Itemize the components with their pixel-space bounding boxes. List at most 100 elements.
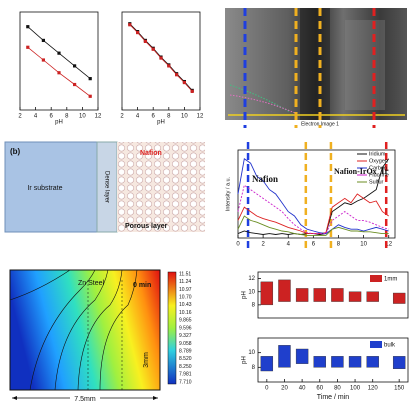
x-tick-label: 40 bbox=[299, 386, 306, 392]
sem-image: Electron Image 1 bbox=[225, 8, 407, 128]
data-point bbox=[57, 51, 61, 55]
y-tick-label: 8 bbox=[252, 365, 256, 371]
legend-swatch bbox=[370, 275, 382, 282]
range-bar bbox=[313, 356, 326, 368]
data-point bbox=[143, 39, 147, 43]
width-label: 7.5mm bbox=[74, 396, 96, 403]
y-axis-label: pH bbox=[242, 291, 248, 299]
colorbar-label: 10.70 bbox=[179, 294, 192, 300]
x-tick-label: 8 bbox=[337, 242, 341, 248]
colorbar-label: 11.51 bbox=[179, 271, 191, 277]
data-point bbox=[151, 47, 155, 51]
data-point bbox=[88, 77, 92, 81]
data-point bbox=[167, 64, 171, 68]
x-tick-label: 10 bbox=[79, 114, 86, 120]
range-bar bbox=[366, 356, 379, 368]
porous-label: Porous layer bbox=[125, 223, 168, 230]
data-point bbox=[182, 80, 186, 85]
annotation: Nafion-IrOx bbox=[334, 167, 377, 176]
x-tick-label: 150 bbox=[394, 386, 405, 392]
range-bar bbox=[278, 279, 291, 302]
range-bar bbox=[348, 356, 362, 368]
series-line bbox=[237, 193, 389, 235]
range-bar bbox=[331, 356, 344, 368]
x-tick-label: 12 bbox=[197, 114, 204, 120]
data-point bbox=[175, 73, 179, 77]
x-tick-label: 6 bbox=[312, 242, 316, 248]
x-tick-label: 10 bbox=[360, 242, 367, 248]
range-bar bbox=[366, 291, 379, 302]
colorbar-label: 8.250 bbox=[179, 364, 192, 370]
data-point bbox=[136, 30, 140, 35]
x-tick-label: 10 bbox=[181, 114, 188, 120]
series-line bbox=[237, 184, 389, 235]
substrate-label: Ir substrate bbox=[27, 185, 62, 192]
contour-map: Zn Steel 0 min 3mm 7.5mm bbox=[9, 269, 177, 403]
x-tick-label: 12 bbox=[95, 114, 102, 120]
y-tick-label: 10 bbox=[248, 289, 255, 295]
x-tick-label: 4 bbox=[34, 114, 38, 120]
series-line bbox=[237, 158, 389, 235]
range-bar bbox=[295, 288, 309, 302]
range-bar bbox=[260, 281, 274, 306]
colorbar-label: 7.710 bbox=[179, 379, 192, 385]
y-axis-label: Intensity / a.u. bbox=[225, 176, 231, 211]
layer-diagram: (b) Ir substrate Dense layer Nafion Poro… bbox=[4, 141, 205, 233]
data-point bbox=[128, 23, 132, 27]
x-tick-label: 8 bbox=[167, 114, 171, 120]
legend-label: Fluorine bbox=[369, 172, 389, 178]
plot-frame bbox=[257, 271, 409, 319]
plot-frame bbox=[19, 11, 99, 111]
colorbar-label: 11.24 bbox=[179, 279, 191, 285]
legend-label: Carbon bbox=[369, 165, 387, 171]
range-bar bbox=[392, 356, 406, 370]
x-tick-label: 2 bbox=[261, 242, 265, 248]
range-bar bbox=[392, 292, 406, 304]
legend-label: Iridium bbox=[369, 151, 386, 157]
x-tick-label: 80 bbox=[334, 386, 341, 392]
range-bar bbox=[260, 356, 274, 372]
range-bar bbox=[295, 348, 309, 364]
x-tick-label: 60 bbox=[316, 386, 323, 392]
y-tick-label: 12 bbox=[248, 276, 255, 282]
panel-label: (b) bbox=[10, 147, 21, 156]
legend-label: Oxygen bbox=[369, 158, 388, 164]
colorbar-label: 10.43 bbox=[179, 302, 192, 308]
data-point bbox=[73, 64, 77, 68]
nafion-label: Nafion bbox=[140, 150, 162, 157]
material-label: Zn Steel bbox=[78, 280, 105, 287]
range-bar bbox=[331, 288, 344, 302]
x-tick-label: 6 bbox=[50, 114, 54, 120]
x-axis-label: pH bbox=[157, 120, 165, 126]
plot-frame bbox=[121, 11, 201, 111]
data-point bbox=[159, 56, 163, 60]
legend-label: 1mm bbox=[384, 277, 397, 283]
x-tick-label: 12 bbox=[385, 242, 392, 248]
colorbar-label: 10.16 bbox=[179, 310, 192, 316]
depth-label: 3mm bbox=[143, 352, 150, 368]
colorbar-label: 7.981 bbox=[179, 372, 192, 378]
y-tick-label: 10 bbox=[248, 350, 255, 356]
data-point bbox=[41, 38, 45, 43]
x-tick-label: 4 bbox=[136, 114, 140, 120]
x-tick-label: 8 bbox=[65, 114, 69, 120]
legend-label: bulk bbox=[384, 343, 396, 349]
colorbar-label: 9.327 bbox=[179, 333, 192, 339]
colorbar-label: 9.865 bbox=[179, 318, 192, 324]
image-caption: Electron Image 1 bbox=[301, 121, 339, 127]
data-point bbox=[26, 25, 30, 29]
plot-frame bbox=[257, 337, 409, 383]
x-tick-label: 100 bbox=[350, 386, 361, 392]
x-tick-label: 6 bbox=[152, 114, 156, 120]
data-point bbox=[57, 71, 61, 75]
x-axis-label: pH bbox=[55, 120, 63, 126]
x-tick-label: 2 bbox=[18, 114, 22, 120]
colorbar-label: 9.596 bbox=[179, 325, 192, 331]
x-tick-label: 4 bbox=[287, 242, 291, 248]
data-point bbox=[73, 82, 77, 87]
legend-label: Sulfur bbox=[369, 179, 384, 185]
colorbar-label: 8.520 bbox=[179, 356, 192, 362]
y-tick-label: 8 bbox=[252, 302, 256, 308]
legend-swatch bbox=[370, 341, 382, 348]
data-point bbox=[88, 94, 92, 98]
